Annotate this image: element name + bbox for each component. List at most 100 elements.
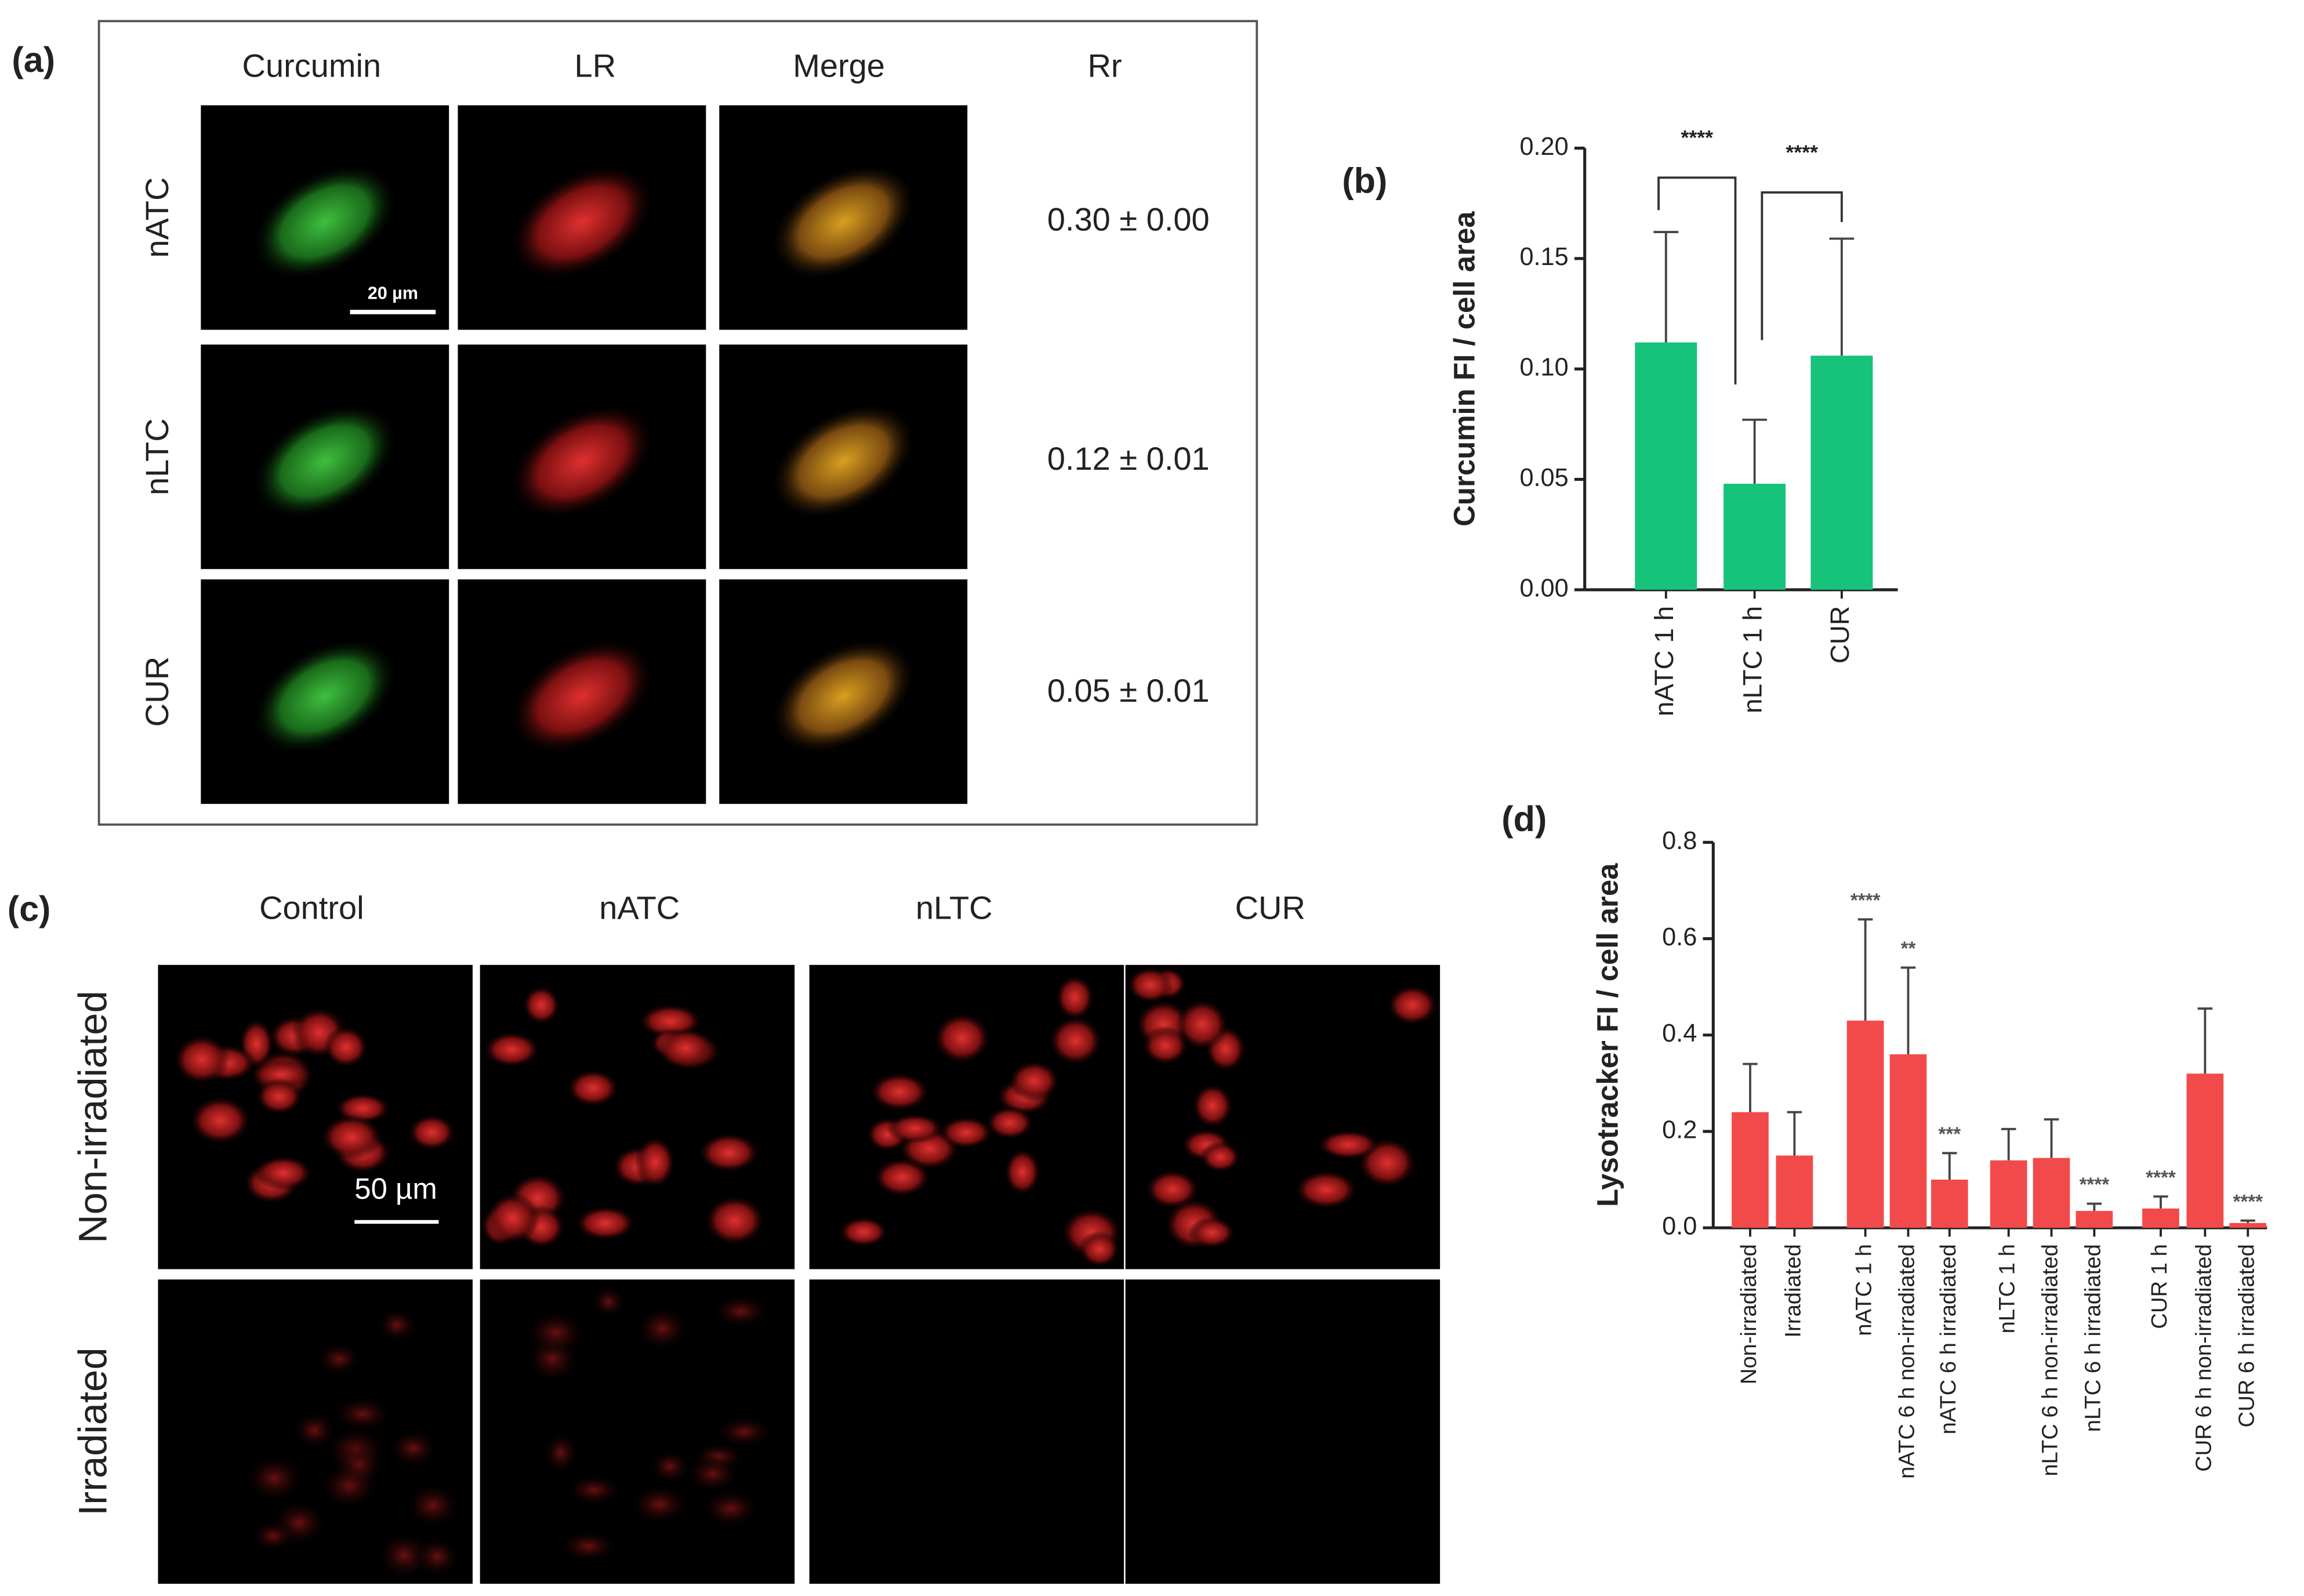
bar: [1724, 484, 1786, 590]
bar: [1889, 1054, 1927, 1228]
cell: [253, 1155, 313, 1191]
cell: [243, 1453, 306, 1503]
cell: [252, 402, 398, 520]
bar: [2033, 1158, 2070, 1228]
cell: [1126, 966, 1174, 1004]
cell: [1079, 1231, 1120, 1268]
rr-value: 0.30 ± 0.00: [1047, 201, 1210, 238]
significance-label: ****: [2080, 1174, 2110, 1196]
cell: [565, 1474, 623, 1507]
micrograph: [1125, 1279, 1441, 1584]
column-header: Merge: [793, 48, 885, 84]
cell: [1200, 1141, 1241, 1173]
panel-label: (d): [1501, 799, 1547, 839]
x-tick-label: CUR 6 h irradiated: [2234, 1244, 2259, 1427]
bar: [1776, 1155, 1813, 1228]
x-tick-label: CUR: [1825, 606, 1855, 663]
bar: [1931, 1180, 1968, 1228]
cell: [320, 1114, 383, 1160]
cell: [1386, 984, 1439, 1026]
row-label: Irradiated: [71, 1347, 115, 1515]
cell: [387, 1428, 439, 1468]
cell: [524, 1310, 587, 1356]
significance-label: ****: [2233, 1191, 2263, 1213]
cell: [770, 402, 917, 520]
error-bar: [1787, 1111, 1802, 1156]
error-bar: [2087, 1202, 2102, 1211]
cell: [711, 1293, 771, 1329]
cell: [1188, 1217, 1236, 1249]
panel-label: (c): [8, 889, 51, 928]
cell: [252, 164, 398, 281]
rr-value: 0.05 ± 0.01: [1047, 672, 1210, 709]
y-tick-label: 0.20: [1519, 133, 1568, 161]
x-tick-label: nLTC 1 h: [1738, 606, 1768, 713]
cell: [558, 1530, 619, 1562]
row-label: Non-irradiated: [71, 991, 115, 1243]
micrograph: [809, 1279, 1124, 1584]
cell: [933, 1012, 992, 1064]
cell: [1008, 1060, 1061, 1102]
significance-label: **: [1901, 938, 1916, 960]
bar: [2186, 1073, 2224, 1228]
y-axis-title: Curcumin FI / cell area: [1447, 211, 1481, 527]
cell: [590, 1285, 627, 1318]
error-bar: [1942, 1152, 1957, 1180]
cell: [482, 1031, 541, 1068]
cell: [648, 1449, 692, 1484]
x-tick-label: nATC 1 h: [1649, 606, 1679, 716]
error-bar: [2197, 1007, 2213, 1074]
cell: [509, 402, 655, 520]
bar: [2076, 1211, 2113, 1228]
cell: [315, 1342, 363, 1376]
significance-label: ****: [1681, 126, 1714, 150]
cell: [703, 1195, 766, 1246]
cell: [634, 1136, 676, 1189]
cell: [634, 1305, 691, 1352]
error-bar: [2044, 1118, 2059, 1158]
error-bar: [1743, 1062, 1758, 1112]
column-header: nLTC: [916, 889, 993, 926]
cell: [656, 1027, 714, 1069]
cell: [323, 1026, 369, 1068]
x-tick-label: nLTC 6 h non-irradiated: [2038, 1244, 2063, 1476]
column-header: CUR: [1235, 889, 1305, 926]
x-tick-label: nLTC 6 h irradiated: [2080, 1244, 2105, 1432]
panel-label: (a): [12, 40, 55, 79]
error-bar: [2240, 1219, 2255, 1223]
y-tick-label: 0.8: [1662, 827, 1697, 855]
cell: [509, 164, 655, 281]
significance-label: ****: [2146, 1167, 2176, 1188]
scale-bar-label: 50 µm: [354, 1172, 437, 1205]
row-label: nLTC: [139, 418, 175, 495]
cell: [408, 1114, 456, 1151]
panel-label: (b): [1342, 161, 1387, 201]
cell: [332, 1396, 394, 1432]
error-bar: [2153, 1195, 2168, 1209]
cell: [1316, 1129, 1381, 1160]
cell: [1141, 1025, 1189, 1065]
cell: [985, 1106, 1035, 1140]
significance-label: ****: [1851, 890, 1881, 912]
cell: [770, 637, 917, 755]
significance-label: ***: [1938, 1124, 1961, 1145]
cell: [404, 1482, 462, 1529]
error-bar: [1829, 237, 1855, 356]
cell: [627, 1483, 691, 1526]
cell: [886, 1113, 944, 1144]
cell: [566, 1069, 619, 1107]
y-tick-label: 0.6: [1662, 923, 1697, 951]
error-bar: [1857, 918, 1873, 1021]
bar: [1732, 1112, 1769, 1228]
y-tick-label: 0.0: [1662, 1213, 1697, 1240]
column-header: LR: [575, 48, 616, 84]
x-tick-label: Non-irradiated: [1736, 1244, 1761, 1384]
y-tick-label: 0.15: [1519, 243, 1568, 271]
error-bar: [1900, 966, 1916, 1054]
x-tick-label: nATC 6 h non-irradiated: [1895, 1244, 1920, 1479]
bar: [1810, 356, 1873, 590]
cell: [869, 1072, 931, 1112]
cell: [701, 1489, 761, 1529]
bar: [1990, 1160, 2027, 1228]
y-tick-label: 0.00: [1519, 574, 1568, 602]
